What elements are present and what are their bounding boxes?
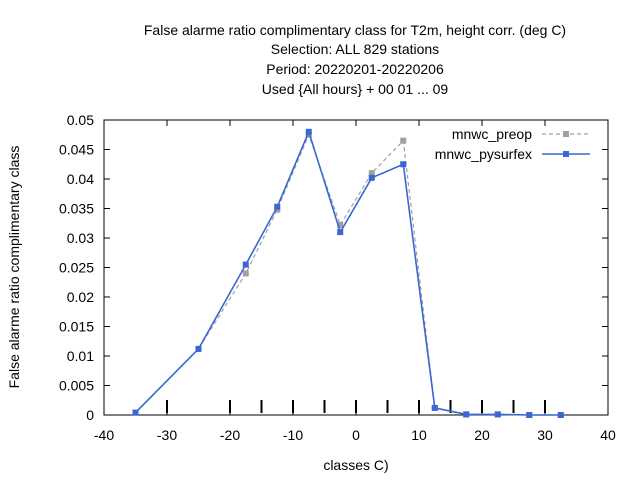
class-markers <box>166 400 546 413</box>
data-point <box>242 261 249 268</box>
y-tick-label: 0.01 <box>67 348 94 364</box>
y-tick-label: 0.02 <box>67 289 94 305</box>
plot-frame <box>103 119 609 416</box>
data-point <box>368 170 375 177</box>
y-tick-label: 0 <box>86 407 94 423</box>
x-tick-label: 30 <box>537 427 553 443</box>
x-tick-label: 10 <box>411 427 427 443</box>
x-tick-label: -40 <box>94 427 114 443</box>
data-point <box>463 411 470 418</box>
title-line-4: Used {All hours} + 00 01 ... 09 <box>262 81 449 97</box>
title-line-1: False alarme ratio complimentary class f… <box>144 22 566 38</box>
x-axis-title: classes C) <box>323 457 388 473</box>
data-point <box>400 137 407 144</box>
series-lines <box>132 128 564 418</box>
x-tick-label: 40 <box>600 427 616 443</box>
data-point <box>431 404 438 411</box>
x-tick-label: -30 <box>157 427 177 443</box>
y-tick-label: 0.03 <box>67 230 94 246</box>
series-line <box>135 133 561 416</box>
y-tick-label: 0.05 <box>67 112 94 128</box>
data-point <box>274 203 281 210</box>
data-point <box>195 345 202 352</box>
data-point <box>337 222 344 229</box>
legend-marker <box>563 151 569 157</box>
x-tick-label: -10 <box>283 427 303 443</box>
series-mnwc_preop <box>132 131 564 418</box>
series-line <box>134 129 561 416</box>
x-tick-label: 0 <box>352 427 360 443</box>
y-tick-label: 0.025 <box>59 260 94 276</box>
x-tick-label: -20 <box>220 427 240 443</box>
series-mnwc_pysurfex <box>132 128 564 418</box>
data-point <box>242 270 249 277</box>
title-line-3: Period: 20220201-20220206 <box>266 61 444 77</box>
legend: mnwc_preop mnwc_pysurfex <box>435 126 590 162</box>
data-point <box>557 412 564 418</box>
y-tick-label: 0.005 <box>59 378 94 394</box>
y-tick-label: 0.015 <box>59 319 94 335</box>
data-point <box>526 412 533 418</box>
title-line-2: Selection: ALL 829 stations <box>271 41 439 57</box>
x-axis: -40 -30 -20 -10 0 10 20 30 40 <box>94 120 616 443</box>
legend-label-pysurfex: mnwc_pysurfex <box>435 146 532 162</box>
legend-marker <box>563 131 569 137</box>
x-tick-label: 20 <box>474 427 490 443</box>
data-point <box>305 128 312 135</box>
y-tick-label: 0.04 <box>67 171 94 187</box>
data-point <box>368 174 375 181</box>
y-axis-title: False alarme ratio complimentary class <box>6 146 22 389</box>
data-point <box>494 411 501 418</box>
data-point <box>400 161 407 168</box>
y-tick-label: 0.035 <box>59 201 94 217</box>
legend-label-preop: mnwc_preop <box>452 126 532 142</box>
y-axis: 0 0.005 0.01 0.015 0.02 0.025 0.03 0.035 0.04 0.0… <box>59 112 608 423</box>
chart-title: False alarme ratio complimentary class f… <box>144 22 566 97</box>
y-tick-label: 0.045 <box>59 142 94 158</box>
data-point <box>337 229 344 236</box>
data-point <box>132 409 139 416</box>
